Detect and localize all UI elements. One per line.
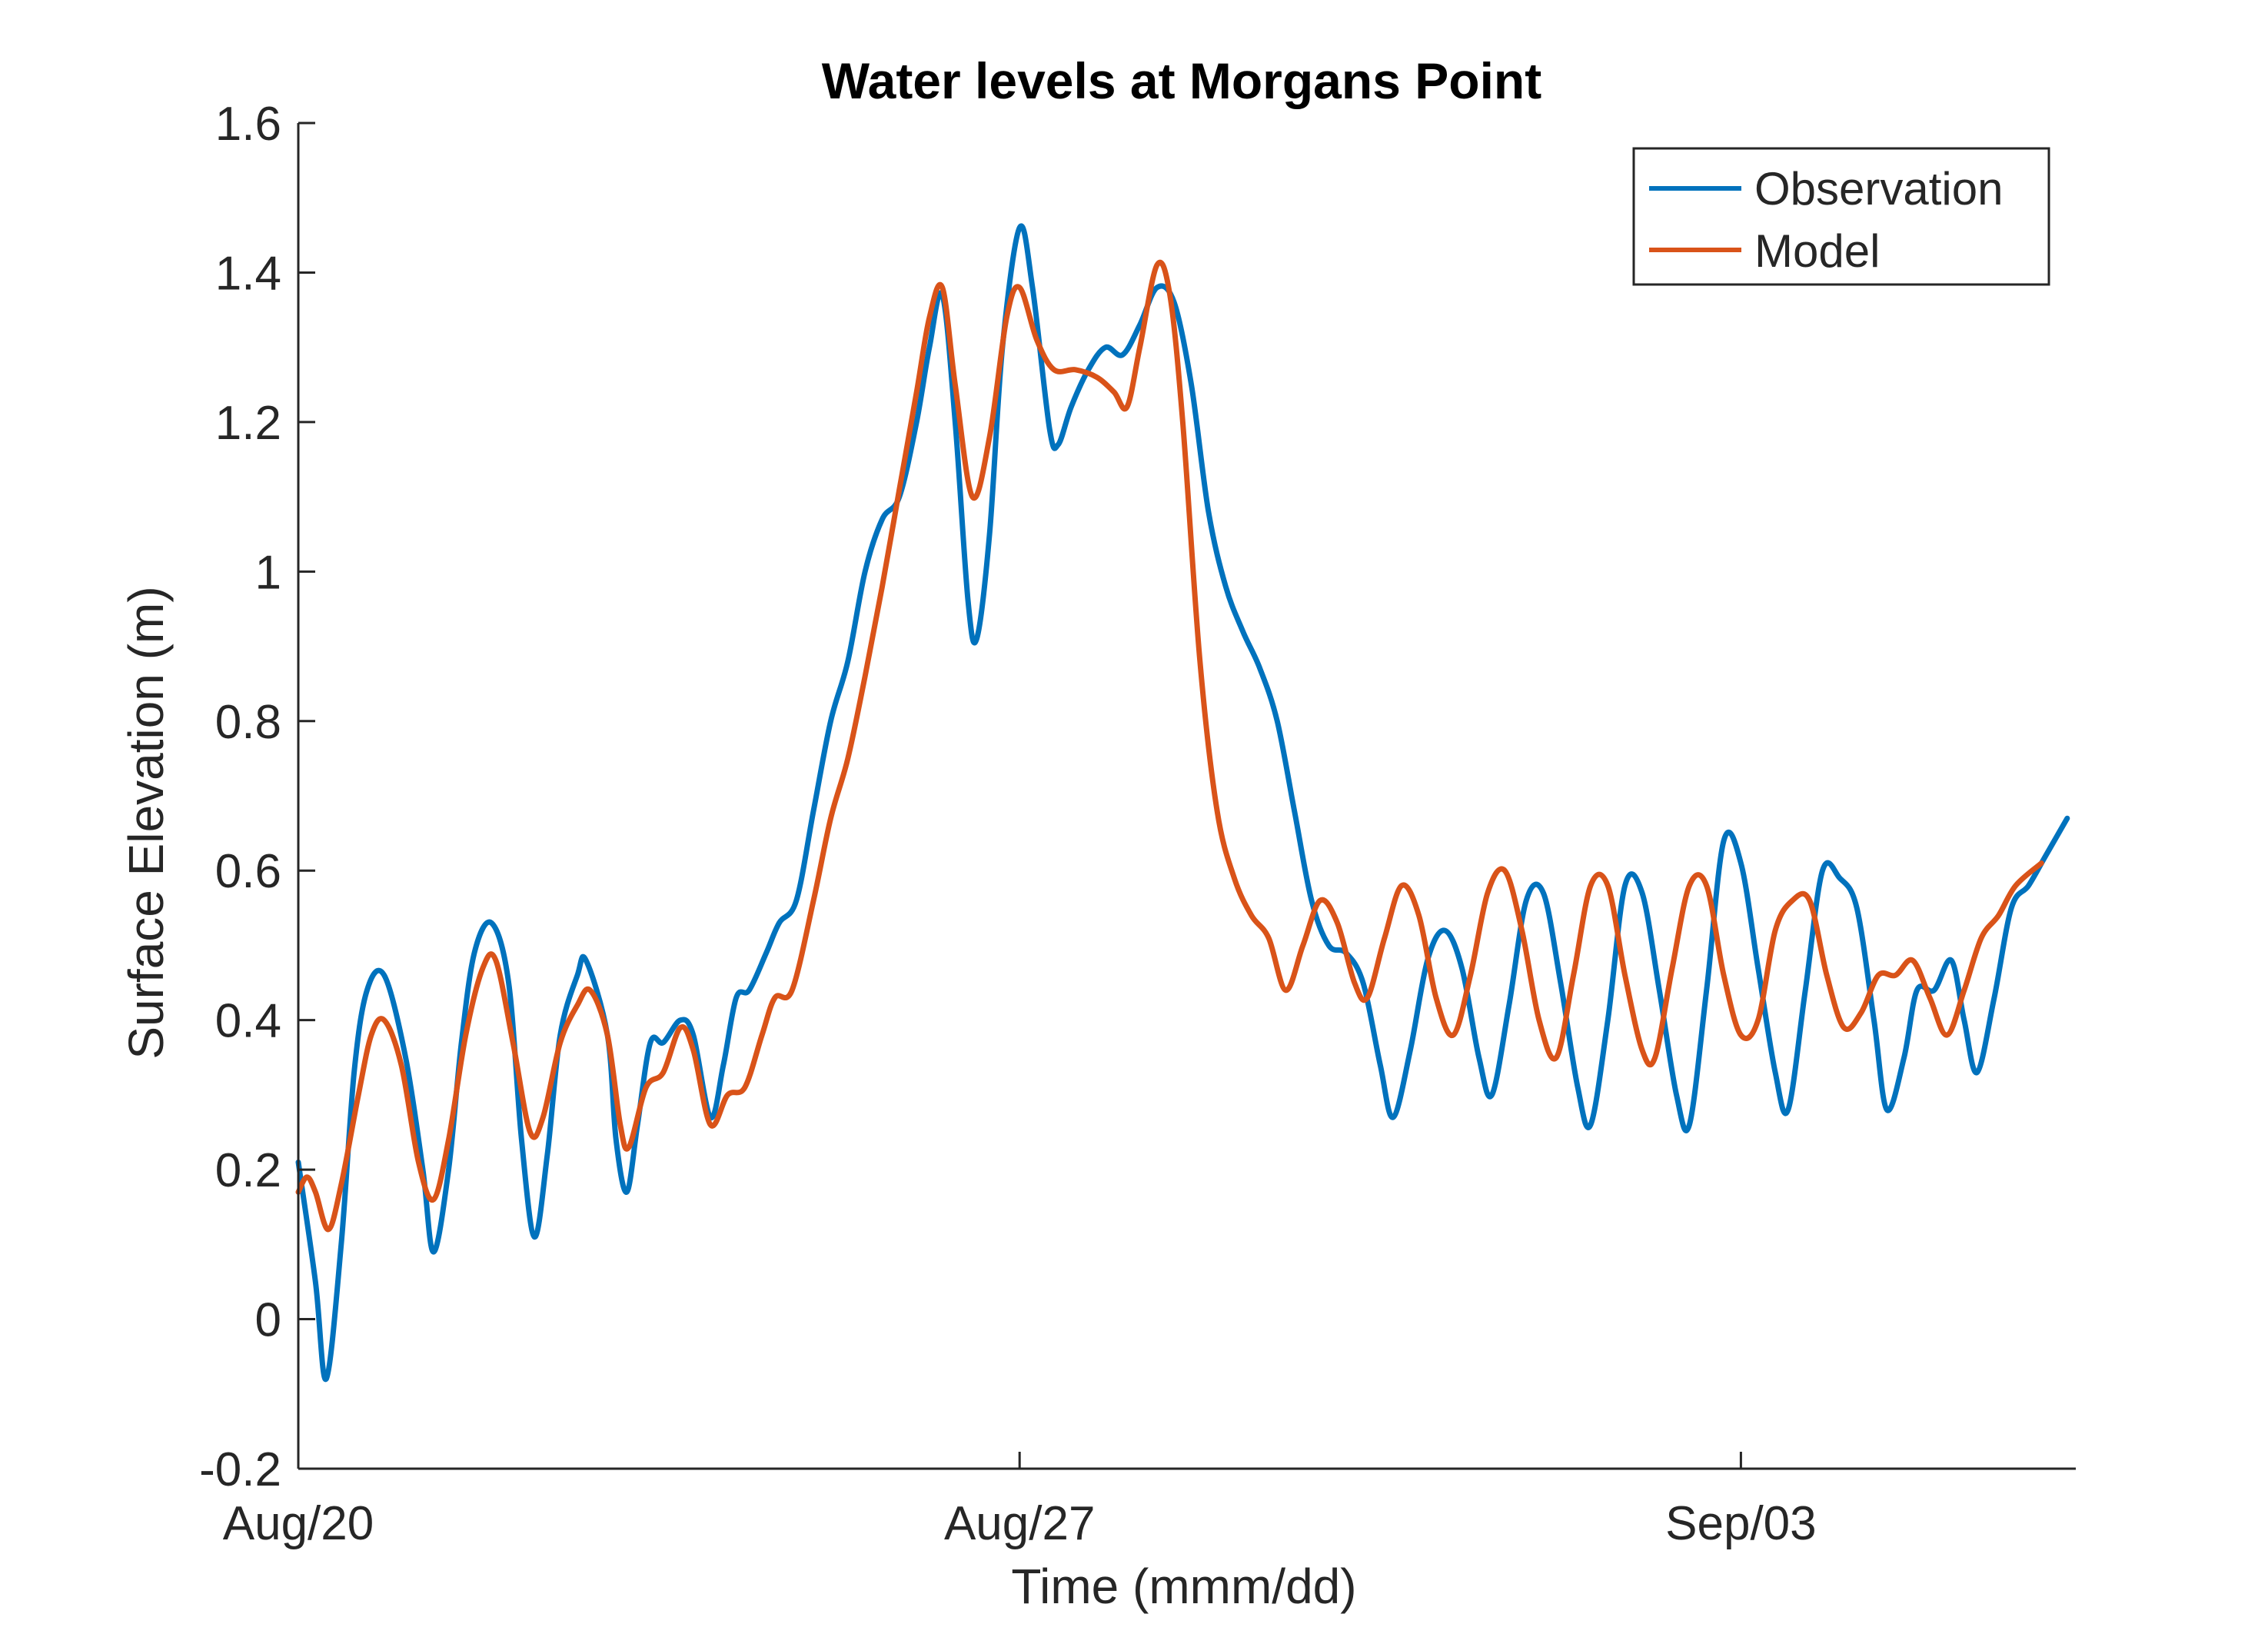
y-tick-label: 1.6 [215,98,281,151]
plot-area: -0.2 0 0.2 0.4 0.6 0.8 1 1.2 1.4 1.6 Aug/20 Aug/27 S… [199,98,2076,1550]
legend: Observation Model [1632,147,2050,286]
legend-label-observation: Observation [1754,163,2004,215]
x-axis-label: Time (mmm/dd) [1011,1559,1356,1614]
y-tick-label: 0.4 [215,995,281,1048]
y-tick-label: 1.2 [215,397,281,450]
y-axis-label: Surface Elevation (m) [118,586,174,1059]
y-tick-label: 0.8 [215,696,281,749]
y-tick-label: 0.6 [215,845,281,898]
y-tick-label: -0.2 [199,1443,281,1496]
x-tick-label: Aug/27 [944,1497,1096,1550]
x-tick-label: Sep/03 [1665,1497,1817,1550]
series-layer [295,223,2070,1383]
legend-box [1632,147,2050,286]
x-tick-label: Aug/20 [223,1497,374,1550]
legend-label-model: Model [1754,225,1880,277]
axes-layer: -0.2 0 0.2 0.4 0.6 0.8 1 1.2 1.4 1.6 Aug/20 Aug/27 S… [199,98,2076,1550]
y-tick-label: 1 [255,546,281,599]
series-line-model [295,259,2044,1233]
y-tick-label: 0.2 [215,1144,281,1197]
series-line-observation [295,223,2070,1383]
chart-title: Water levels at Morgans Point [822,52,1541,109]
y-tick-label: 1.4 [215,247,281,300]
y-tick-label: 0 [255,1294,281,1347]
